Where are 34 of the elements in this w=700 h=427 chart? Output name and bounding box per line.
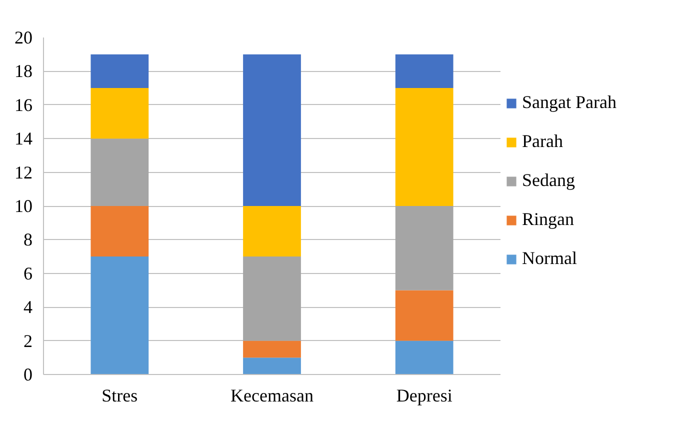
y-tick-label: 18 — [14, 61, 32, 82]
bar — [243, 206, 301, 257]
y-tick-label: 12 — [14, 162, 32, 182]
bar — [90, 138, 149, 206]
bar — [90, 88, 149, 139]
x-tick-label: Kecemasan — [230, 386, 314, 406]
bar — [395, 54, 454, 88]
bar — [395, 290, 454, 341]
y-tick-label: 4 — [24, 297, 32, 318]
legend-label: Sangat Parah — [522, 92, 616, 113]
y-tick-label: 0 — [24, 364, 32, 384]
bar — [243, 340, 301, 358]
y-tick-label: 2 — [24, 330, 32, 351]
x-tick-label: Stres — [102, 386, 138, 406]
y-tick-label: 20 — [14, 28, 32, 48]
y-tick-label: 14 — [14, 128, 32, 149]
legend-label: Sedang — [522, 170, 575, 191]
bar — [90, 256, 149, 374]
bar — [90, 54, 149, 88]
bar — [243, 54, 301, 206]
x-tick-label: Depresi — [396, 386, 452, 406]
y-tick-label: 8 — [24, 230, 32, 250]
legend-label: Parah — [522, 131, 563, 152]
y-tick-label: 6 — [24, 263, 32, 284]
bar — [395, 206, 454, 290]
bar — [243, 256, 301, 341]
y-tick-label: 16 — [14, 94, 32, 115]
bar — [395, 340, 454, 374]
bar — [243, 358, 301, 374]
legend-label: Normal — [522, 248, 577, 269]
bar — [90, 206, 149, 257]
legend-label: Ringan — [522, 209, 574, 230]
bar — [395, 88, 454, 206]
y-tick-label: 10 — [14, 196, 32, 216]
